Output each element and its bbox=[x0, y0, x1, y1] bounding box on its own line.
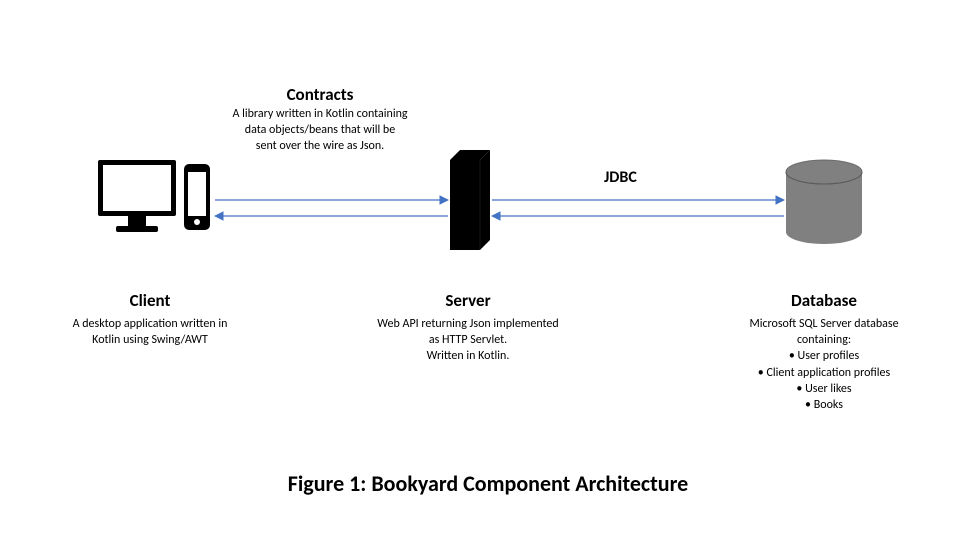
client-desc: A desktop application written in Kotlin … bbox=[65, 316, 235, 348]
db-item: Books bbox=[724, 397, 924, 413]
server-icon bbox=[450, 150, 490, 250]
client-title: Client bbox=[65, 290, 235, 311]
contracts-title: Contracts bbox=[220, 84, 420, 105]
db-item: User likes bbox=[724, 381, 924, 397]
db-item: User profiles bbox=[724, 348, 924, 364]
database-title: Database bbox=[724, 290, 924, 311]
server-desc: Web API returning Json implemented as HT… bbox=[373, 316, 563, 365]
jdbc-label: JDBC bbox=[604, 168, 637, 187]
db-item: Client application profiles bbox=[724, 365, 924, 381]
server-title: Server bbox=[373, 290, 563, 311]
figure-caption: Figure 1: Bookyard Component Architectur… bbox=[0, 470, 976, 497]
database-desc-intro: Microsoft SQL Server database containing… bbox=[749, 317, 898, 347]
client-icon bbox=[98, 160, 210, 232]
contracts-desc: A library written in Kotlin containing d… bbox=[220, 106, 420, 155]
database-icon bbox=[786, 160, 862, 244]
database-desc-list: User profiles Client application profile… bbox=[724, 348, 924, 413]
database-desc: Microsoft SQL Server database containing… bbox=[724, 316, 924, 413]
